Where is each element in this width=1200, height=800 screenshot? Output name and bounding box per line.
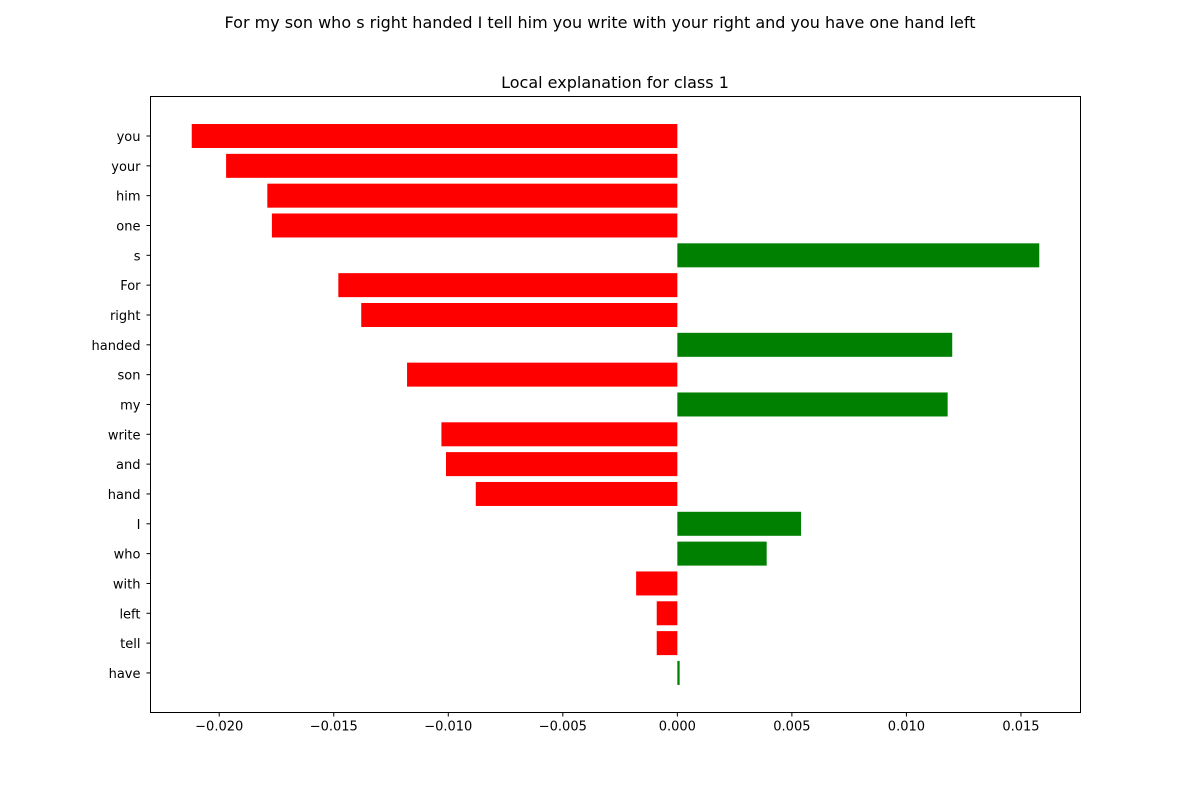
bar-my bbox=[677, 392, 948, 417]
y-tick-label: him bbox=[116, 190, 141, 205]
bar-have bbox=[677, 660, 680, 685]
bar-him bbox=[267, 183, 678, 208]
y-tick-label: For bbox=[120, 279, 141, 294]
y-tick-label: my bbox=[120, 398, 141, 413]
bar-handed bbox=[677, 332, 953, 357]
y-tick-label: right bbox=[110, 309, 141, 324]
x-tick-label: −0.015 bbox=[310, 720, 358, 735]
y-tick-label: tell bbox=[120, 637, 140, 652]
bar-you bbox=[191, 124, 678, 148]
bar-and bbox=[445, 452, 678, 477]
bar-write bbox=[441, 422, 678, 447]
chart-title: Local explanation for class 1 bbox=[501, 73, 729, 92]
x-tick-label: 0.000 bbox=[659, 720, 696, 735]
y-tick-label: s bbox=[134, 249, 141, 264]
y-tick-label: your bbox=[111, 160, 141, 175]
x-tick-label: −0.010 bbox=[424, 720, 472, 735]
y-axis: you your him one s For right handed son my write an… bbox=[92, 130, 151, 682]
bars-group bbox=[191, 124, 1040, 685]
bar-tell bbox=[656, 631, 678, 656]
y-tick-label: who bbox=[114, 548, 141, 563]
bar-s bbox=[677, 243, 1040, 268]
x-axis: −0.020 −0.015 −0.010 −0.005 0.000 0.005 0.010 0… bbox=[195, 712, 1040, 735]
y-tick-label: hand bbox=[108, 488, 141, 503]
bar-with bbox=[636, 571, 678, 596]
bar-right bbox=[361, 302, 678, 327]
y-tick-label: write bbox=[108, 428, 141, 443]
y-tick-label: with bbox=[113, 577, 141, 592]
x-tick-label: −0.005 bbox=[539, 720, 587, 735]
x-tick-label: 0.010 bbox=[888, 720, 925, 735]
y-tick-label: you bbox=[117, 130, 141, 145]
x-tick-label: −0.020 bbox=[195, 720, 243, 735]
bar-one bbox=[271, 213, 678, 238]
y-tick-label: handed bbox=[92, 339, 141, 354]
y-tick-label: I bbox=[137, 518, 141, 533]
y-tick-label: and bbox=[116, 458, 140, 473]
bar-your bbox=[226, 153, 678, 178]
x-tick-label: 0.015 bbox=[1002, 720, 1039, 735]
x-tick-label: 0.005 bbox=[773, 720, 810, 735]
bar-I bbox=[677, 511, 802, 536]
y-tick-label: one bbox=[116, 219, 140, 234]
y-tick-label: have bbox=[109, 667, 141, 682]
bar-left bbox=[656, 601, 678, 626]
bar-who bbox=[677, 541, 767, 566]
bar-For bbox=[338, 273, 678, 298]
bar-hand bbox=[475, 481, 678, 506]
figure-suptitle: For my son who s right handed I tell him… bbox=[224, 13, 976, 32]
y-tick-label: left bbox=[119, 607, 140, 622]
bar-son bbox=[407, 362, 678, 387]
y-tick-label: son bbox=[118, 369, 141, 384]
